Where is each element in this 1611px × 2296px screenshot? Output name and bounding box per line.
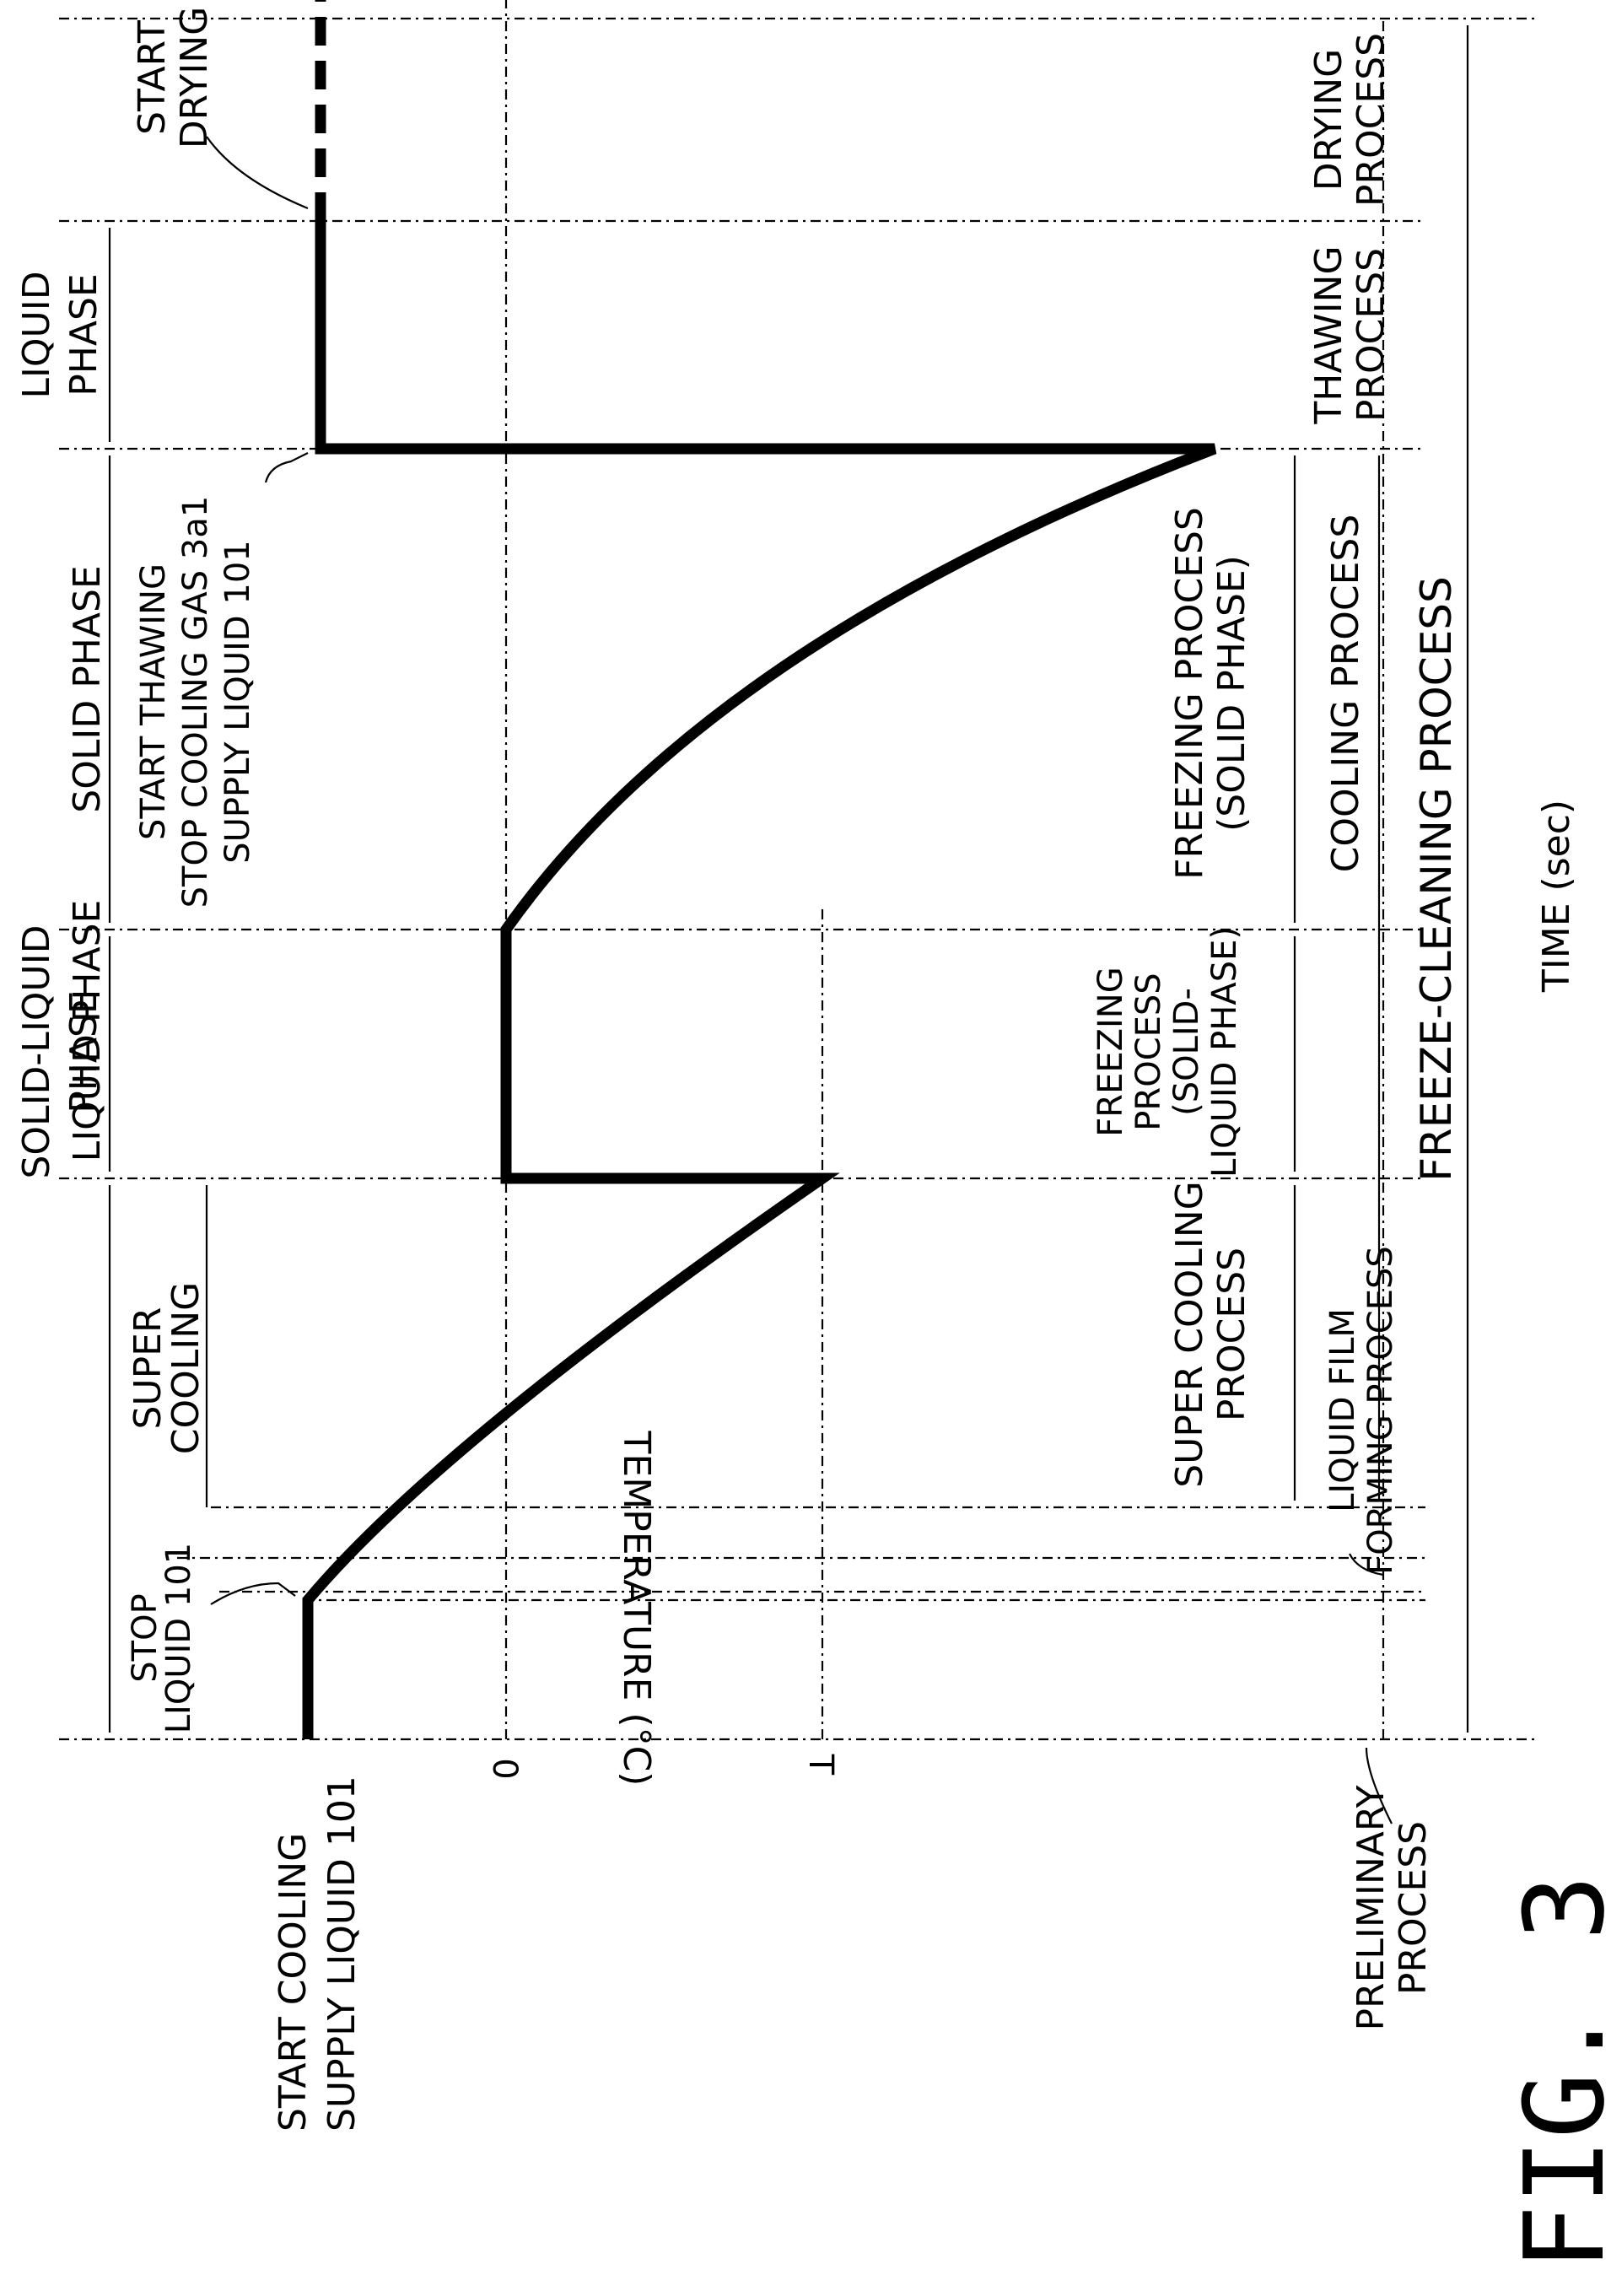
super-cooling-process-label-1: SUPER COOLING: [1168, 1181, 1211, 1488]
freezing-sl-label-1: FREEZING: [1091, 967, 1130, 1136]
x-axis-title: TIME (sec): [1535, 800, 1578, 993]
y-axis-title: TEMPERATURE (°C): [615, 1431, 658, 1787]
preliminary-label-1: PRELIMINARY: [1350, 1785, 1393, 2030]
super-cooling-label-2: COOLING: [164, 1282, 207, 1455]
super-cooling-process-label-2: PROCESS: [1210, 1248, 1253, 1421]
phase-liquid-2b: PHASE: [62, 273, 105, 396]
stop-liquid-label-2: LIQUID 101: [159, 1543, 198, 1734]
freeze-cleaning-label: FREEZE-CLEANING PROCESS: [1412, 576, 1461, 1182]
phase-liquid-2a: LIQUID: [15, 271, 58, 398]
freezing-sl-label-2: PROCESS: [1129, 973, 1168, 1130]
start-drying-label-2: DRYING: [173, 7, 216, 149]
phase-solid: SOLID PHASE: [66, 565, 109, 812]
start-thawing-label-3: SUPPLY LIQUID 101: [218, 540, 257, 864]
liquid-film-label-1: LIQUID FILM: [1323, 1308, 1362, 1512]
freezing-solid-label-2: (SOLID PHASE): [1210, 555, 1253, 832]
phase-arrows: [108, 228, 208, 1733]
phase-solid-liquid-2: PHASE: [62, 990, 105, 1113]
drying-label-2: PROCESS: [1350, 33, 1393, 207]
start-thawing-leader: [264, 452, 309, 483]
thawing-label-1: THAWING: [1307, 245, 1350, 424]
stop-liquid-leader: [210, 1582, 296, 1605]
start-drying-label-1: START: [131, 20, 174, 135]
phase-solid-liquid-1: SOLID-LIQUID: [15, 925, 58, 1179]
phase-liquid-1: LIQUID PHASE: [66, 900, 109, 1162]
y-tick-t: T: [801, 1754, 840, 1776]
freezing-sl-label-3: (SOLID-: [1167, 988, 1206, 1116]
start-cooling-label: START COOLING: [272, 1833, 315, 2132]
phase-labels: LIQUID PHASE SOLID-LIQUID PHASE SOLID PH…: [15, 271, 109, 1178]
cooling-process-label: COOLING PROCESS: [1324, 515, 1367, 873]
start-drying-leader: [206, 136, 309, 210]
drying-label-1: DRYING: [1307, 49, 1350, 191]
temperature-curve: [302, 221, 1217, 1739]
start-cooling-label-2: SUPPLY LIQUID 101: [321, 1776, 364, 2132]
y-tick-zero: 0: [485, 1758, 524, 1779]
liquid-film-leader: [1349, 1553, 1384, 1576]
start-thawing-label-2: STOP COOLING GAS 3a1: [176, 496, 215, 908]
preliminary-label-2: PROCESS: [1392, 1821, 1435, 1995]
figure-label: FIG. 3: [1501, 1874, 1611, 2271]
liquid-film-label-2: FORMING PROCESS: [1361, 1246, 1400, 1575]
thawing-label-2: PROCESS: [1350, 248, 1393, 422]
freezing-solid-label-1: FREEZING PROCESS: [1168, 507, 1211, 880]
freezing-sl-label-4: LIQUID PHASE): [1205, 926, 1244, 1178]
temperature-gridlines: [504, 0, 1385, 1739]
process-labels: PRELIMINARY PROCESS LIQUID FILM FORMING …: [1091, 25, 1469, 2030]
start-thawing-label-1: START THAWING: [134, 563, 173, 840]
stop-liquid-label-1: STOP: [126, 1593, 164, 1682]
preliminary-leader: [1365, 1747, 1393, 1824]
super-cooling-label-1: SUPER: [127, 1307, 170, 1429]
svg-text:TEMPERATURE (°C): TEMPERATURE (°C): [615, 1431, 658, 1787]
